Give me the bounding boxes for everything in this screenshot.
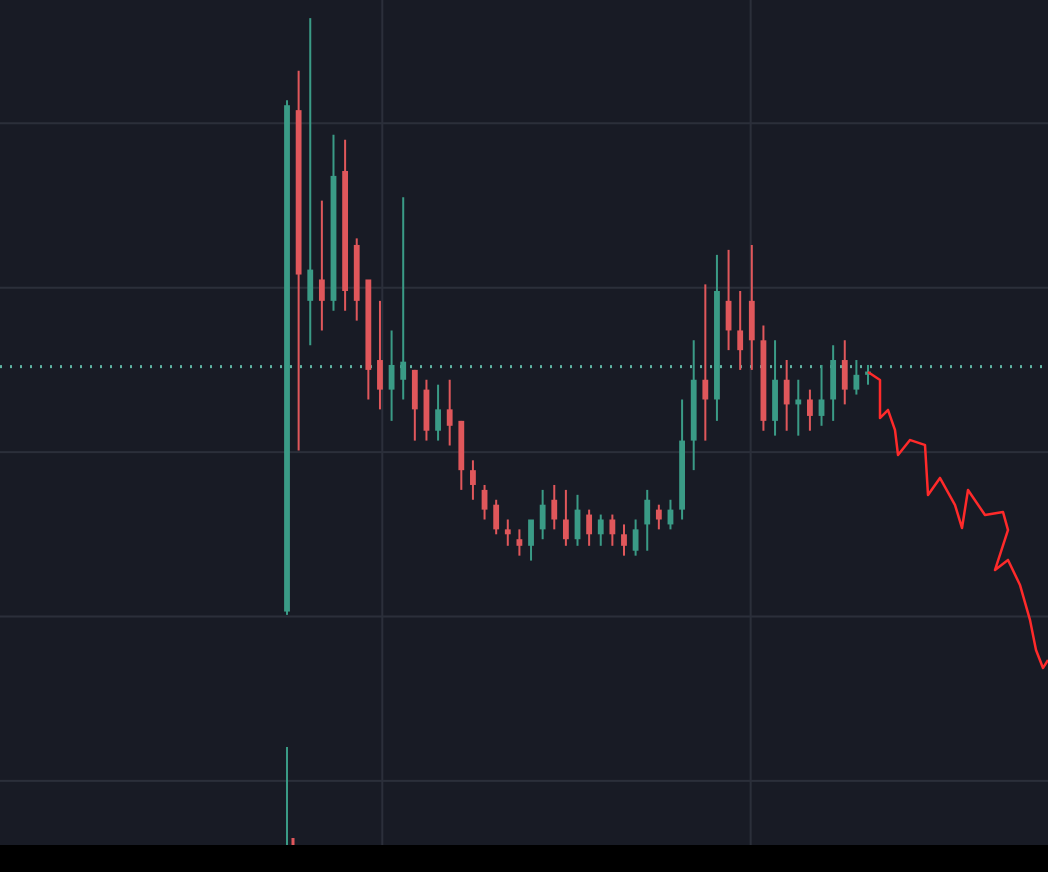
candle-body	[748, 300, 755, 341]
candle-body	[830, 360, 837, 400]
candle-body	[725, 300, 732, 331]
plot-layer	[0, 0, 1048, 845]
candle-body	[772, 379, 778, 421]
candle-body	[795, 399, 802, 405]
candle-body	[655, 509, 662, 520]
candle-body	[690, 379, 697, 441]
candle-body	[644, 499, 651, 525]
candle-body	[330, 175, 337, 301]
candle-body	[493, 504, 500, 530]
candle-body	[400, 361, 407, 380]
candle-body	[737, 330, 744, 351]
candle-body	[423, 389, 430, 431]
candle-body	[807, 399, 813, 416]
candle-body	[528, 519, 534, 546]
candle-body	[342, 170, 349, 291]
candle-body	[574, 509, 581, 540]
candle-body	[667, 509, 674, 525]
candle-body	[632, 529, 639, 551]
candle-body	[516, 539, 523, 546]
candle-body	[284, 105, 290, 612]
candle-body	[353, 244, 360, 301]
candle-body	[714, 290, 720, 400]
candle-body	[481, 489, 488, 510]
candle-body	[411, 369, 418, 410]
candle-body	[435, 409, 441, 431]
drawn-prediction	[867, 370, 1048, 670]
candle-body	[307, 269, 314, 301]
chart-background	[0, 0, 1048, 845]
bottom-bar	[0, 845, 1048, 872]
candle-body	[586, 514, 593, 535]
candle-body	[295, 110, 302, 275]
candle-body	[562, 519, 569, 540]
candle-body	[365, 279, 372, 370]
candle-body	[539, 504, 546, 530]
candle-body	[597, 519, 604, 535]
candle-body	[818, 399, 825, 416]
candle-body	[458, 420, 465, 471]
candle-body	[377, 360, 383, 390]
chart	[0, 0, 1048, 845]
candle-body	[853, 374, 860, 390]
candle-body	[388, 364, 395, 390]
candle-body	[702, 379, 709, 400]
candle-body	[504, 529, 511, 535]
candle-body	[760, 340, 767, 421]
candle-body	[470, 470, 476, 485]
candle-body	[841, 360, 848, 390]
candle-body	[609, 519, 616, 535]
candle-body	[621, 534, 627, 546]
candle-body	[446, 409, 453, 426]
candle-body	[783, 379, 790, 405]
candle-body	[551, 499, 558, 520]
candle-body	[679, 440, 685, 510]
candle-body	[318, 279, 325, 301]
